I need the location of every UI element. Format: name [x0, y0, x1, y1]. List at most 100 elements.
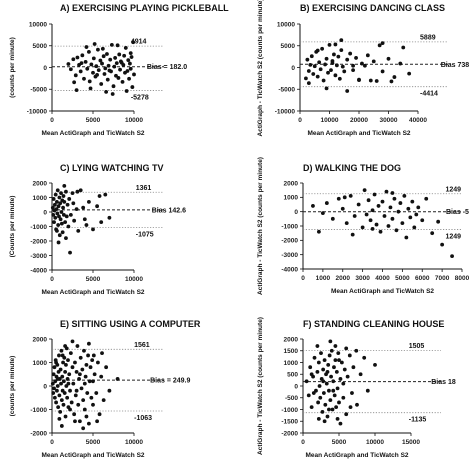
data-point — [60, 230, 65, 235]
data-point — [95, 419, 99, 424]
data-point — [89, 395, 94, 400]
data-point — [53, 192, 58, 197]
data-point — [107, 215, 112, 220]
data-point — [61, 213, 66, 217]
data-point — [87, 79, 92, 84]
data-point — [52, 395, 57, 400]
panel-title: F) STANDING CLEANING HOUSE — [303, 319, 444, 329]
data-point — [344, 412, 349, 417]
data-point — [63, 344, 68, 348]
data-point — [51, 197, 56, 201]
data-point — [394, 228, 399, 233]
data-point — [56, 240, 61, 245]
data-point — [57, 417, 62, 421]
data-point — [430, 231, 435, 236]
data-point — [392, 196, 397, 201]
data-point — [319, 351, 323, 355]
data-point — [116, 76, 121, 80]
data-point — [324, 381, 329, 386]
data-point — [107, 68, 112, 73]
y-tick-label: 5000 — [281, 43, 296, 50]
data-point — [69, 400, 74, 405]
data-point — [127, 76, 131, 81]
data-point — [306, 81, 311, 86]
data-point — [57, 393, 62, 398]
data-point — [337, 76, 342, 81]
data-point — [360, 225, 365, 230]
data-point — [56, 223, 61, 227]
x-axis-label: Mean ActiGraph and TicWatch S2 — [331, 288, 434, 295]
data-point — [66, 381, 71, 386]
x-tick-label: 30000 — [379, 117, 397, 124]
data-point — [366, 198, 371, 203]
data-point — [332, 52, 336, 57]
data-point — [94, 64, 99, 69]
lower-loa-label: -5278 — [131, 94, 149, 101]
x-tick-label: 0 — [301, 439, 305, 446]
data-point — [320, 211, 325, 216]
data-point — [61, 360, 65, 365]
data-point — [318, 395, 323, 400]
x-tick-label: 4000 — [375, 275, 390, 282]
y-tick-label: 1000 — [33, 195, 48, 202]
data-point — [123, 46, 128, 50]
data-point — [315, 344, 320, 348]
y-tick-label: -3000 — [281, 252, 298, 259]
data-point — [308, 365, 313, 370]
data-point — [87, 199, 91, 204]
data-point — [318, 67, 323, 72]
data-point — [388, 205, 393, 210]
data-point — [74, 207, 79, 212]
y-tick-label: 1000 — [284, 195, 299, 202]
data-point — [74, 370, 79, 374]
data-point — [82, 348, 86, 353]
data-point — [398, 201, 403, 205]
data-point — [82, 381, 87, 386]
data-point — [81, 205, 86, 210]
data-point — [327, 42, 332, 47]
data-point — [340, 64, 345, 69]
data-point — [312, 355, 317, 360]
data-point — [114, 61, 119, 66]
x-tick-label: 0 — [301, 275, 305, 282]
data-point — [71, 381, 76, 386]
data-point — [52, 365, 57, 370]
data-point — [98, 58, 103, 63]
data-point — [68, 388, 72, 393]
data-point — [125, 69, 130, 73]
data-point — [337, 358, 341, 363]
y-tick-label: 2000 — [284, 336, 299, 343]
data-point — [355, 402, 359, 407]
y-axis-label: (counts per minute) — [9, 37, 16, 98]
data-point — [333, 42, 338, 47]
data-point — [408, 215, 413, 220]
data-point — [325, 414, 330, 419]
panel-b: B) EXERCISING DANCING CLASS -10000 -5000 0 5… — [257, 0, 469, 137]
data-point — [328, 398, 333, 402]
y-tick-label: 500 — [287, 372, 298, 379]
data-point — [333, 344, 338, 348]
data-point — [101, 398, 106, 402]
data-point — [424, 196, 429, 201]
data-point — [77, 377, 81, 381]
data-point — [78, 69, 83, 74]
y-tick-label: -1000 — [30, 224, 47, 231]
data-point — [62, 391, 67, 395]
data-point — [309, 405, 314, 410]
data-point — [91, 402, 95, 407]
data-point — [59, 210, 64, 214]
data-point — [67, 197, 72, 201]
data-point — [61, 194, 66, 198]
data-point — [334, 63, 339, 68]
y-tick-label: -1500 — [281, 419, 298, 426]
data-point — [364, 212, 369, 217]
y-axis-label: (Counts per minute) — [9, 196, 16, 258]
y-tick-label: 5000 — [33, 43, 48, 50]
data-point — [89, 62, 94, 67]
data-point — [106, 63, 111, 68]
panel-title: A) EXERCISING PLAYING PICKLEBALL — [60, 3, 229, 13]
y-tick-label: 0 — [294, 209, 298, 216]
data-point — [55, 188, 60, 193]
data-point — [334, 370, 339, 374]
